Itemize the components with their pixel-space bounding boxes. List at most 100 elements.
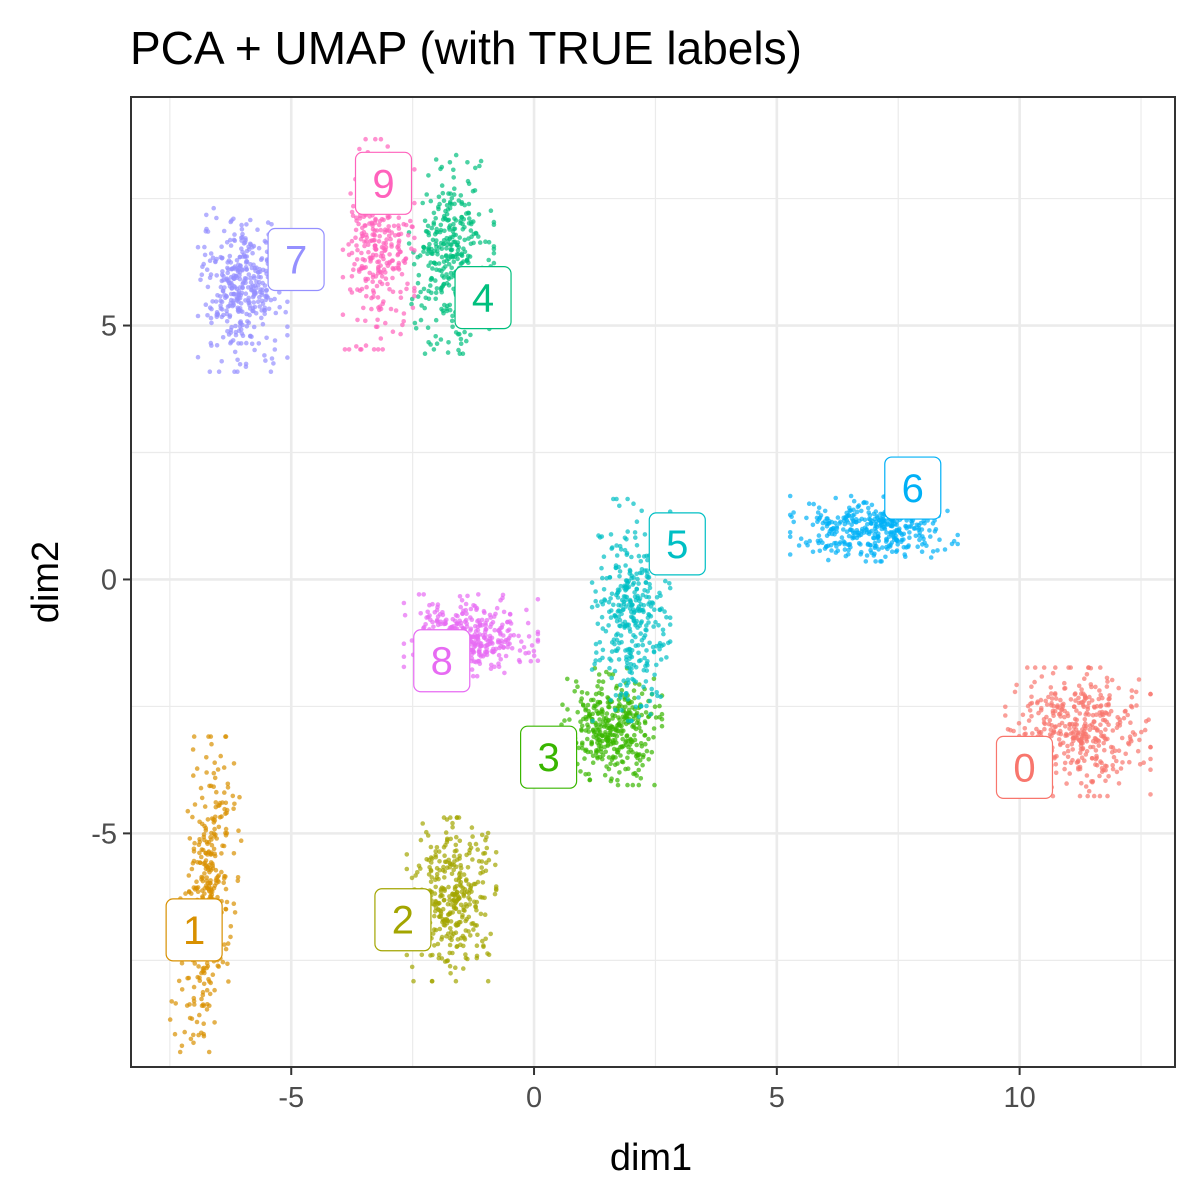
data-point (199, 1003, 205, 1008)
data-point (428, 879, 434, 885)
data-point (478, 158, 484, 164)
data-point (388, 236, 393, 242)
data-point (1071, 735, 1077, 741)
data-point (437, 859, 442, 864)
data-point (183, 891, 188, 896)
data-point (236, 289, 242, 294)
data-point (604, 711, 610, 716)
data-point (1114, 769, 1120, 775)
data-point (607, 732, 613, 738)
data-point (824, 521, 830, 527)
data-point (255, 270, 261, 275)
data-point (585, 702, 591, 708)
data-point (868, 547, 873, 553)
data-point (263, 358, 268, 363)
data-point (643, 580, 649, 585)
data-point (616, 722, 621, 727)
data-point (901, 537, 906, 542)
data-point (1128, 737, 1133, 742)
data-point (231, 806, 236, 811)
data-point (433, 854, 439, 860)
data-point (369, 220, 375, 226)
data-point (826, 557, 831, 563)
data-point (810, 522, 816, 528)
data-point (195, 354, 201, 360)
data-point (222, 285, 227, 290)
data-point (623, 648, 628, 653)
data-point (636, 767, 641, 773)
data-point (468, 885, 474, 891)
data-point (631, 771, 636, 777)
data-point (251, 324, 257, 330)
data-point (442, 888, 448, 893)
data-point (613, 686, 619, 691)
data-point (835, 515, 841, 520)
data-point (428, 867, 434, 873)
data-point (633, 634, 638, 640)
data-point (1097, 688, 1102, 693)
data-point (192, 961, 198, 966)
data-point (383, 320, 388, 326)
data-point (595, 699, 601, 705)
data-point (401, 311, 407, 316)
data-point (1103, 778, 1108, 784)
data-point (816, 505, 822, 511)
data-point (451, 867, 457, 873)
data-point (644, 553, 649, 559)
data-point (203, 825, 209, 831)
data-point (451, 931, 456, 937)
data-point (253, 311, 259, 316)
data-point (590, 718, 595, 724)
data-point (436, 261, 442, 266)
data-point (453, 330, 459, 335)
data-point (630, 782, 636, 788)
data-point (1103, 763, 1108, 769)
data-point (476, 658, 482, 664)
data-point (434, 845, 440, 850)
data-point (190, 814, 195, 820)
data-point (214, 343, 220, 348)
data-point (575, 709, 580, 715)
data-point (1134, 703, 1139, 708)
data-point (225, 329, 230, 334)
data-point (1072, 692, 1078, 697)
data-point (268, 369, 274, 375)
data-point (651, 676, 657, 682)
data-point (509, 646, 515, 651)
data-point (599, 733, 605, 738)
data-point (617, 503, 622, 509)
data-point (567, 717, 572, 722)
data-point (380, 347, 386, 352)
data-point (357, 269, 362, 274)
data-point (611, 602, 616, 608)
data-point (600, 575, 605, 581)
data-point (433, 296, 439, 302)
data-point (249, 287, 254, 293)
data-point (208, 315, 214, 321)
data-point (589, 741, 595, 746)
data-point (378, 227, 384, 233)
data-point (641, 667, 647, 673)
data-point (617, 569, 623, 574)
data-point (618, 695, 623, 700)
data-point (259, 315, 264, 321)
data-point (605, 695, 610, 700)
data-point (448, 246, 454, 252)
data-point (386, 228, 392, 233)
data-point (219, 851, 224, 856)
cluster-label-text: 5 (666, 523, 688, 567)
data-point (460, 913, 465, 918)
data-point (285, 324, 290, 330)
data-point (1056, 705, 1061, 710)
data-point (443, 208, 448, 214)
data-point (609, 675, 614, 681)
data-point (598, 724, 604, 729)
data-point (412, 167, 417, 172)
data-point (937, 537, 942, 542)
data-point (469, 825, 475, 830)
data-point (199, 795, 205, 801)
cluster-label-box (519, 725, 578, 789)
data-point (233, 266, 238, 272)
